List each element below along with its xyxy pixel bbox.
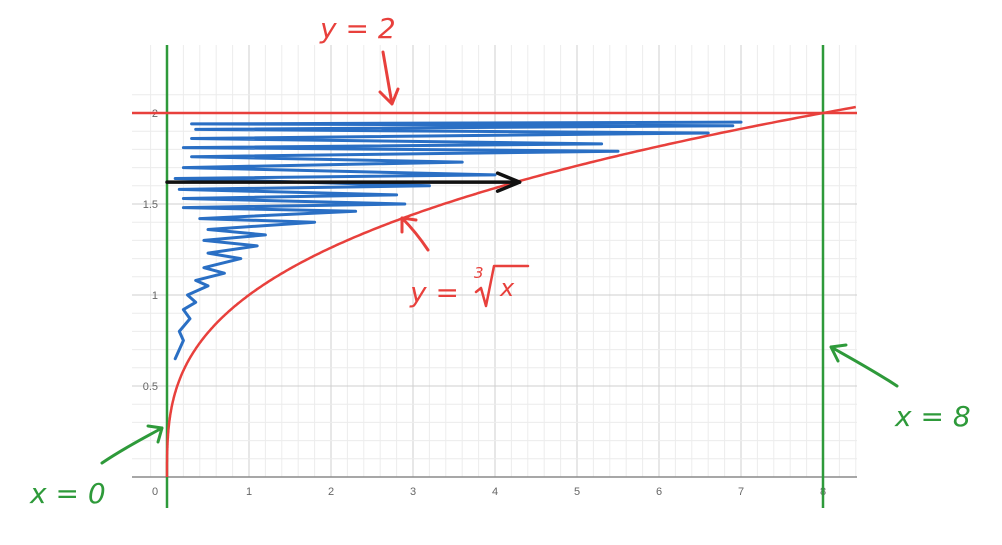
x8-annotation-arrow: [829, 343, 899, 388]
x-tick-label: 0: [152, 486, 158, 498]
arrow-head-icon: [495, 171, 522, 193]
x-tick-label: 6: [656, 486, 662, 498]
x0-annotation-arrow: [100, 424, 164, 465]
y-tick-label: 1.5: [143, 199, 158, 211]
x-tick-label: 3: [410, 486, 416, 498]
y-tick-label: 1: [152, 290, 158, 302]
x0-annotation: x = 0: [29, 477, 106, 510]
curve-annotation-lhs: y =: [409, 276, 459, 309]
y2-annotation: y = 2: [319, 12, 396, 45]
curve-annotation-arrow: [400, 216, 430, 252]
cube-root-curve: [165, 105, 857, 477]
y2-annotation-arrow: [378, 50, 400, 106]
x-tick-label: 5: [574, 486, 580, 498]
curve-annotation-index: 3: [474, 264, 484, 282]
shading-scribble-layer: [173, 120, 743, 361]
function-lines: [132, 45, 857, 508]
x-tick-label: 2: [328, 486, 334, 498]
curve-annotation-radicand: x: [499, 274, 515, 302]
x-tick-label: 1: [246, 486, 252, 498]
x8-annotation: x = 8: [894, 400, 971, 433]
y-tick-label: 0.5: [143, 381, 158, 393]
shading-scribble: [173, 120, 743, 361]
grid: [132, 45, 857, 478]
radical-sign-icon: [474, 264, 530, 308]
curve-annotation: y = 3 x: [409, 264, 530, 309]
x-tick-label: 4: [492, 486, 498, 498]
x-tick-label: 7: [738, 486, 744, 498]
